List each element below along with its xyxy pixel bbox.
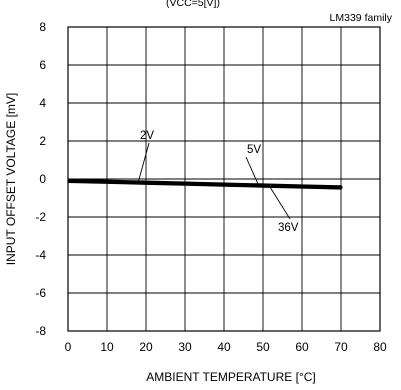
x-tick-label: 80	[373, 340, 387, 354]
annotation-leader	[269, 186, 291, 220]
series-label-5v: 5V	[247, 144, 261, 156]
y-tick-label: 6	[39, 58, 46, 72]
series-annotations: 2V 5V 36V	[137, 130, 299, 234]
y-tick-label: -2	[35, 210, 46, 224]
x-tick-label: 10	[100, 340, 114, 354]
y-axis-title: INPUT OFFSET VOLTAGE [mV]	[4, 93, 18, 265]
x-tick-label: 50	[256, 340, 270, 354]
y-tick-label: 8	[39, 20, 46, 34]
y-tick-label: 4	[39, 96, 46, 110]
series-lines	[68, 178, 343, 190]
x-tick-label: 0	[65, 340, 72, 354]
chart-title: (VCC=5[V])	[166, 0, 220, 9]
y-tick-label: 0	[39, 172, 46, 186]
series-line-36v	[68, 180, 343, 190]
x-tick-label: 70	[334, 340, 348, 354]
x-tick-label: 60	[295, 340, 309, 354]
x-axis-title: AMBIENT TEMPERATURE [°C]	[146, 370, 316, 384]
x-tick-label: 30	[178, 340, 192, 354]
x-tick-label: 20	[139, 340, 153, 354]
y-tick-label: 2	[39, 134, 46, 148]
y-tick-label: -4	[35, 248, 46, 262]
annotation-leader	[245, 156, 259, 185]
plot-frame	[67, 26, 381, 332]
y-tick-label: -8	[35, 324, 46, 338]
annotation-leader	[137, 142, 150, 184]
series-label-2v: 2V	[140, 130, 154, 142]
x-tick-label: 40	[217, 340, 231, 354]
series-line-5v	[68, 178, 343, 188]
y-tick-label: -6	[35, 286, 46, 300]
family-label: LM339 family	[330, 12, 393, 24]
gridlines	[68, 27, 380, 331]
series-label-36v: 36V	[278, 222, 299, 234]
